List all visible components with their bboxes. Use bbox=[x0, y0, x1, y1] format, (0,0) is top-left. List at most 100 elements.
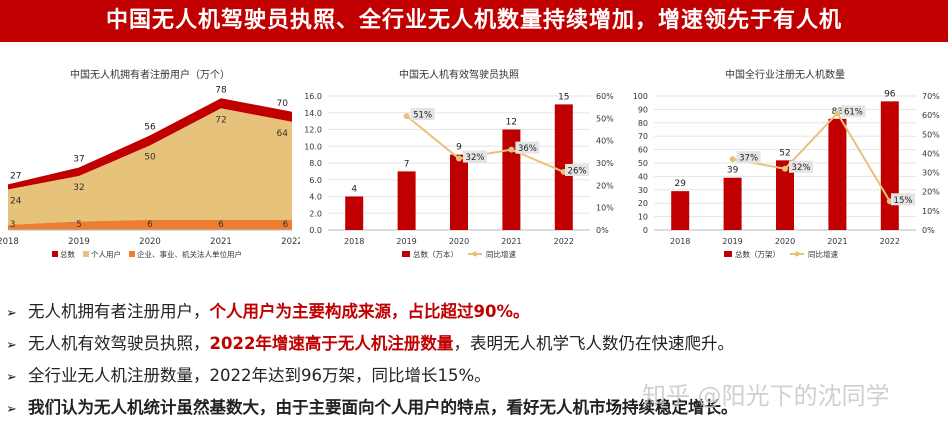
bar bbox=[671, 191, 690, 230]
bar bbox=[502, 129, 521, 230]
data-label-corporate: 3 bbox=[10, 220, 15, 230]
bullet-arrow-icon: ➢ bbox=[6, 370, 17, 385]
bullet-arrow-icon: ➢ bbox=[6, 402, 17, 417]
bar bbox=[828, 118, 847, 230]
data-label-personal: 32 bbox=[73, 183, 84, 193]
legend-swatch bbox=[129, 251, 135, 257]
x-tick-label: 2020 bbox=[775, 237, 795, 246]
y2-tick-label: 0% bbox=[596, 226, 609, 235]
legend-label: 总数（万架） bbox=[735, 249, 780, 259]
y-tick-label: 30 bbox=[638, 186, 648, 195]
y2-tick-label: 60% bbox=[922, 111, 940, 120]
bullet-highlight-text: 2022年增速高于无人机注册数量 bbox=[209, 334, 454, 353]
bar-value-label: 39 bbox=[727, 166, 739, 176]
legend-label: 总数（万本） bbox=[413, 249, 458, 259]
legend-label: 总数 bbox=[60, 249, 75, 259]
y2-tick-label: 30% bbox=[922, 169, 940, 178]
x-tick-label: 2021 bbox=[501, 237, 521, 246]
x-tick-label: 2019 bbox=[722, 237, 742, 246]
bullet-item: ➢ 全行业无人机注册数量，2022年达到96万架，同比增长15%。 bbox=[6, 360, 946, 392]
pilot-license-chart: 中国无人机有效驾驶员执照 0.0 2.0 4.0 6.0 8.0 10.0 12.0 14.0 1… bbox=[304, 68, 614, 259]
y2-tick-label: 20% bbox=[596, 181, 614, 190]
growth-point bbox=[508, 146, 515, 153]
page-title: 中国无人机驾驶员执照、全行业无人机数量持续增加，增速领先于有人机 bbox=[105, 8, 842, 33]
y-tick-label: 40 bbox=[638, 172, 648, 181]
x-tick-label: 2022 bbox=[880, 237, 900, 246]
growth-label: 32% bbox=[792, 163, 811, 173]
y-tick-label: 80 bbox=[638, 119, 648, 128]
bar-value-label: 4 bbox=[351, 185, 357, 195]
y-tick-label: 4.0 bbox=[309, 193, 322, 202]
y2-tick-label: 60% bbox=[596, 92, 614, 101]
area-corporate bbox=[8, 219, 292, 230]
legend-swatch bbox=[83, 251, 89, 257]
bullet-arrow-icon: ➢ bbox=[6, 306, 17, 321]
legend-swatch-bar bbox=[724, 251, 732, 257]
data-label-personal: 24 bbox=[10, 196, 22, 206]
growth-label-bg bbox=[410, 108, 435, 121]
bar-value-label: 96 bbox=[884, 89, 896, 99]
y2-tick-label: 50% bbox=[922, 130, 940, 139]
data-label-total: 70 bbox=[277, 99, 289, 109]
chart-title: 中国无人机拥有者注册用户（万个） bbox=[70, 68, 230, 81]
growth-point bbox=[729, 156, 736, 163]
growth-label-bg bbox=[565, 163, 589, 176]
bar bbox=[450, 154, 468, 230]
y-tick-label: 12.0 bbox=[304, 126, 322, 135]
bullet-highlight-text: 个人用户为主要构成来源，占比超过90%。 bbox=[209, 302, 530, 321]
y2-tick-label: 50% bbox=[596, 114, 614, 123]
bullet-text: 无人机拥有者注册用户， bbox=[28, 302, 210, 321]
growth-line bbox=[732, 111, 891, 202]
y2-tick-label: 30% bbox=[596, 159, 614, 168]
bar-value-label: 29 bbox=[674, 179, 686, 189]
x-tick-label: 2020 bbox=[139, 237, 161, 247]
y2-tick-label: 0% bbox=[922, 226, 935, 235]
bar bbox=[880, 101, 899, 230]
legend-label: 同比增速 bbox=[808, 249, 838, 259]
x-tick-label: 2018 bbox=[0, 237, 19, 247]
data-label-personal: 64 bbox=[277, 129, 289, 139]
bar-value-label: 9 bbox=[456, 143, 462, 153]
data-label-total: 56 bbox=[144, 122, 156, 132]
data-label-personal: 72 bbox=[215, 115, 226, 125]
bullet-text: 无人机有效驾驶员执照， bbox=[28, 334, 210, 353]
growth-point bbox=[834, 110, 841, 117]
y-tick-label: 2.0 bbox=[309, 209, 322, 218]
data-label-corporate: 6 bbox=[283, 220, 288, 230]
legend-swatch-dot bbox=[472, 251, 478, 257]
bar bbox=[554, 104, 573, 230]
growth-point bbox=[782, 165, 788, 172]
y-tick-label: 70 bbox=[638, 132, 648, 141]
growth-label-bg bbox=[789, 160, 813, 173]
growth-label-bg bbox=[891, 193, 915, 206]
growth-label-bg bbox=[515, 141, 540, 154]
bar bbox=[345, 196, 364, 230]
x-tick-label: 2019 bbox=[68, 237, 90, 247]
y-tick-label: 10.0 bbox=[304, 142, 322, 151]
y-tick-label: 50 bbox=[638, 159, 648, 168]
bullet-text: 我们认为无人机统计虽然基数大，由于主要面向个人用户的特点，看好无人机市场持续稳定… bbox=[28, 398, 738, 417]
y-tick-label: 0.0 bbox=[309, 226, 322, 235]
data-label-total: 37 bbox=[73, 155, 84, 165]
bullet-arrow-icon: ➢ bbox=[6, 338, 17, 353]
bar bbox=[723, 177, 742, 230]
bar-value-label: 12 bbox=[506, 118, 517, 128]
bar-value-label: 15 bbox=[558, 92, 569, 102]
area-total bbox=[8, 98, 292, 190]
y2-tick-label: 40% bbox=[922, 149, 940, 158]
bullet-list: ➢ 无人机拥有者注册用户，个人用户为主要构成来源，占比超过90%。 ➢ 无人机有效驾驶… bbox=[6, 296, 946, 424]
bar bbox=[776, 160, 794, 230]
growth-label: 61% bbox=[844, 108, 863, 118]
chart-title: 中国无人机有效驾驶员执照 bbox=[399, 68, 519, 81]
legend-label: 同比增速 bbox=[486, 249, 516, 259]
y-tick-label: 20 bbox=[638, 199, 648, 208]
x-tick-label: 2022 bbox=[281, 237, 300, 247]
y2-tick-label: 10% bbox=[596, 204, 614, 213]
registered-users-chart: 中国无人机拥有者注册用户（万个）201820192020202120222737… bbox=[0, 68, 300, 259]
bullet-text: 全行业无人机注册数量，2022年达到96万架，同比增长15%。 bbox=[28, 366, 491, 385]
y2-tick-label: 70% bbox=[922, 92, 940, 101]
growth-label: 36% bbox=[518, 144, 537, 154]
registered-drones-chart: 中国全行业注册无人机数量 0 10 20 30 40 50 60 70 80 90 100 0% 10% 2… bbox=[633, 68, 940, 259]
data-label-personal: 50 bbox=[144, 153, 156, 163]
bullet-item: ➢ 无人机拥有者注册用户，个人用户为主要构成来源，占比超过90%。 bbox=[6, 296, 946, 328]
